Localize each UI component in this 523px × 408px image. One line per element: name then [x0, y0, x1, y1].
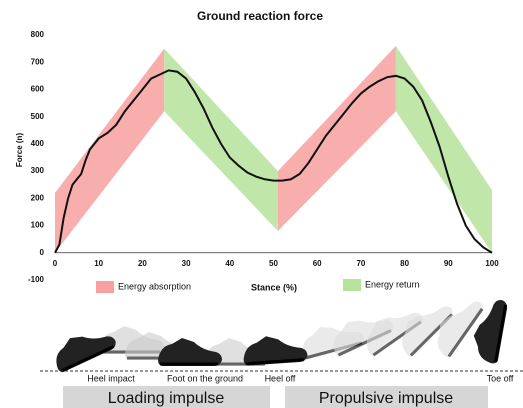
- x-tick-label: 70: [356, 259, 365, 268]
- y-tick-label: 200: [31, 193, 45, 202]
- phase-label: Toe off: [487, 373, 514, 383]
- x-tick-label: 60: [313, 259, 322, 268]
- energy-band: [277, 45, 396, 232]
- legend-swatch: [96, 281, 114, 293]
- y-tick-label: 400: [31, 139, 45, 148]
- energy-band: [55, 48, 165, 253]
- y-tick-label: 100: [31, 221, 45, 230]
- x-tick-label: 10: [94, 259, 103, 268]
- legend-label: Energy absorption: [118, 281, 191, 291]
- shoe-sequence: [40, 289, 523, 376]
- x-tick-label: 90: [444, 259, 453, 268]
- impulse-box: [285, 386, 488, 408]
- phase-label: Foot on the ground: [167, 373, 243, 383]
- y-axis-label: Force (n): [15, 133, 24, 168]
- x-tick-label: 0: [53, 259, 58, 268]
- impulse-label: Loading impulse: [108, 390, 225, 407]
- energy-band: [395, 45, 492, 253]
- y-tick-label: 700: [31, 57, 45, 66]
- y-tick-label: 500: [31, 112, 45, 121]
- y-tick-label: 300: [31, 166, 45, 175]
- phase-label: Heel impact: [87, 373, 135, 383]
- x-tick-label: 40: [225, 259, 234, 268]
- force-line: [54, 69, 493, 254]
- y-tick-label: 800: [31, 30, 45, 39]
- y-tick-label: 600: [31, 85, 45, 94]
- energy-band: [164, 48, 278, 231]
- x-axis-label: Stance (%): [251, 282, 297, 292]
- x-tick-label: 30: [182, 259, 191, 268]
- legend-swatch: [343, 279, 361, 291]
- phase-label: Heel off: [265, 373, 296, 383]
- chart-title: Ground reaction force: [197, 9, 323, 23]
- legend-label: Energy return: [365, 279, 420, 289]
- impulse-box: [63, 386, 270, 408]
- y-tick-label: -100: [28, 275, 45, 284]
- x-tick-label: 100: [485, 259, 499, 268]
- x-tick-label: 50: [269, 259, 278, 268]
- impulse-label: Propulsive impulse: [319, 390, 453, 407]
- x-tick-label: 80: [400, 259, 409, 268]
- y-tick-label: 0: [40, 248, 45, 257]
- x-tick-label: 20: [138, 259, 147, 268]
